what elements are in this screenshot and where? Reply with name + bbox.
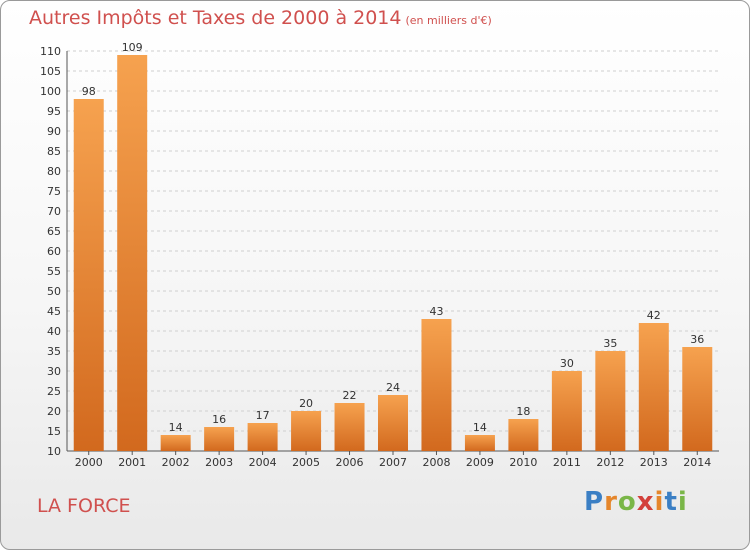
y-tick-label: 30 xyxy=(47,365,61,378)
y-tick-label: 70 xyxy=(47,205,61,218)
y-tick-label: 55 xyxy=(47,265,61,278)
bar xyxy=(160,435,191,451)
x-tick-label: 2000 xyxy=(75,456,103,469)
x-tick-label: 2013 xyxy=(640,456,668,469)
x-tick-label: 2009 xyxy=(466,456,494,469)
y-tick-label: 50 xyxy=(47,285,61,298)
y-tick-label: 20 xyxy=(47,405,61,418)
chart-title: Autres Impôts et Taxes de 2000 à 2014 (en… xyxy=(29,7,492,29)
y-tick-label: 110 xyxy=(40,45,61,58)
bar xyxy=(73,99,104,451)
x-tick-label: 2005 xyxy=(292,456,320,469)
x-tick-label: 2002 xyxy=(162,456,190,469)
y-tick-label: 45 xyxy=(47,305,61,318)
y-tick-label: 75 xyxy=(47,185,61,198)
y-tick-label: 35 xyxy=(47,345,61,358)
x-tick-label: 2012 xyxy=(596,456,624,469)
bar xyxy=(421,319,452,451)
y-tick-label: 25 xyxy=(47,385,61,398)
chart-title-text: Autres Impôts et Taxes de 2000 à 2014 xyxy=(29,7,402,29)
bar-value-label: 109 xyxy=(122,41,143,54)
bar xyxy=(508,419,539,451)
bar-value-label: 14 xyxy=(169,421,183,434)
bar xyxy=(638,323,669,451)
bar-value-label: 22 xyxy=(343,389,357,402)
bar xyxy=(117,55,148,451)
bar-value-label: 30 xyxy=(560,357,574,370)
x-tick-label: 2008 xyxy=(422,456,450,469)
commune-name: LA FORCE xyxy=(37,495,131,517)
x-tick-label: 2007 xyxy=(379,456,407,469)
bar xyxy=(334,403,365,451)
bar xyxy=(682,347,713,451)
bar-value-label: 20 xyxy=(299,397,313,410)
chart-unit: (en milliers d'€) xyxy=(405,14,492,27)
x-tick-label: 2014 xyxy=(683,456,711,469)
y-tick-label: 40 xyxy=(47,325,61,338)
bar xyxy=(378,395,408,451)
bar-value-label: 42 xyxy=(647,309,661,322)
x-tick-label: 2011 xyxy=(553,456,581,469)
y-tick-label: 65 xyxy=(47,225,61,238)
bar-value-label: 18 xyxy=(516,405,530,418)
y-tick-label: 10 xyxy=(47,445,61,458)
y-tick-label: 90 xyxy=(47,125,61,138)
y-tick-label: 100 xyxy=(40,85,61,98)
bar xyxy=(247,423,278,451)
bar xyxy=(595,351,626,451)
bar-value-label: 36 xyxy=(690,333,704,346)
y-tick-label: 85 xyxy=(47,145,61,158)
bar-value-label: 14 xyxy=(473,421,487,434)
bar xyxy=(204,427,235,451)
bar-value-label: 24 xyxy=(386,381,400,394)
x-tick-label: 2004 xyxy=(249,456,277,469)
x-tick-label: 2010 xyxy=(509,456,537,469)
x-tick-label: 2006 xyxy=(336,456,364,469)
bar-value-label: 17 xyxy=(256,409,270,422)
y-tick-label: 60 xyxy=(47,245,61,258)
x-tick-label: 2003 xyxy=(205,456,233,469)
y-tick-label: 15 xyxy=(47,425,61,438)
bar-value-label: 35 xyxy=(603,337,617,350)
bar-value-label: 16 xyxy=(212,413,226,426)
x-tick-label: 2001 xyxy=(118,456,146,469)
bar-value-label: 43 xyxy=(429,305,443,318)
proxiti-logo: Proxiti xyxy=(584,487,688,517)
bar-value-label: 98 xyxy=(82,85,96,98)
bar xyxy=(464,435,495,451)
y-tick-label: 95 xyxy=(47,105,61,118)
y-tick-label: 105 xyxy=(40,65,61,78)
bar xyxy=(291,411,322,451)
bar xyxy=(551,371,582,451)
y-tick-label: 80 xyxy=(47,165,61,178)
